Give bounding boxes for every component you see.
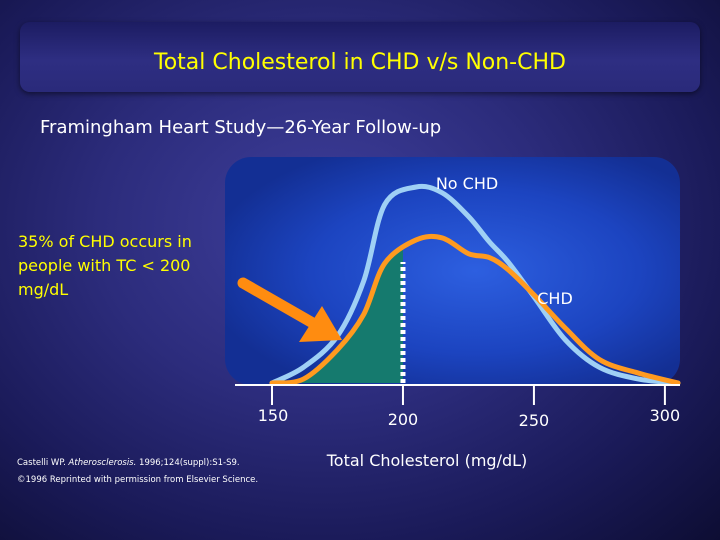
- citation-journal: Atherosclerosis.: [68, 458, 137, 468]
- x-tick-label-300: 300: [650, 406, 681, 425]
- citation-copyright: ©1996 Reprinted with permission from Els…: [17, 475, 259, 485]
- x-tick-label-250: 250: [519, 411, 550, 430]
- callout-arrow-head: [299, 306, 342, 342]
- shaded-region-chd-under-200: [272, 249, 403, 383]
- x-axis-label: Total Cholesterol (mg/dL): [326, 451, 528, 470]
- series-label-no-chd: No CHD: [436, 174, 498, 193]
- x-tick-label-150: 150: [258, 406, 289, 425]
- chart-subtitle: Framingham Heart Study—26-Year Follow-up: [40, 117, 442, 138]
- x-tick-label-200: 200: [388, 410, 419, 429]
- chart-title: Total Cholesterol in CHD v/s Non-CHD: [154, 50, 566, 75]
- title-banner: [20, 22, 700, 92]
- callout-arrow-shaft: [237, 277, 317, 328]
- callout-text: 35% of CHD occurs in people with TC < 20…: [18, 232, 192, 299]
- series-line-chd: [269, 233, 681, 386]
- series-line-no-chd: [269, 183, 681, 386]
- series-label-chd: CHD: [537, 289, 573, 308]
- citation-author: Castelli WP.: [17, 458, 66, 468]
- citation: Castelli WP. Atherosclerosis. 1996;124(s…: [17, 455, 258, 489]
- citation-details: 1996;124(suppl):S1-S9.: [139, 458, 240, 468]
